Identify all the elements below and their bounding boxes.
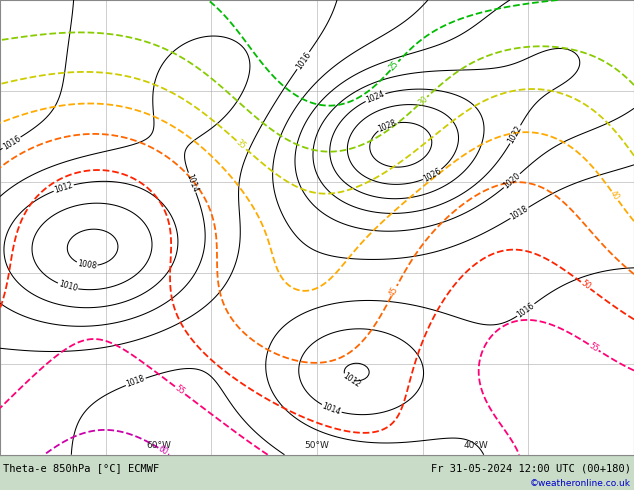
Text: 1028: 1028: [377, 118, 398, 133]
Text: 40: 40: [609, 189, 621, 202]
Text: 1014: 1014: [321, 401, 342, 416]
Text: 1018: 1018: [509, 204, 530, 221]
Text: ©weatheronline.co.uk: ©weatheronline.co.uk: [530, 479, 631, 488]
Text: 1026: 1026: [422, 167, 443, 184]
Text: 1016: 1016: [515, 301, 536, 319]
Text: 1018: 1018: [125, 374, 146, 389]
Text: 60: 60: [157, 444, 170, 457]
Text: 50: 50: [579, 279, 592, 292]
Text: 1010: 1010: [57, 280, 79, 294]
Text: 1022: 1022: [507, 124, 524, 145]
Text: Theta-e 850hPa [°C] ECMWF: Theta-e 850hPa [°C] ECMWF: [3, 463, 159, 473]
Text: 50°W: 50°W: [304, 441, 330, 450]
Text: 1020: 1020: [501, 171, 522, 191]
Text: 1016: 1016: [294, 50, 313, 71]
Text: 1008: 1008: [77, 259, 97, 271]
Text: 1024: 1024: [365, 89, 386, 105]
Text: 60°W: 60°W: [146, 441, 171, 450]
Text: 25: 25: [388, 59, 401, 73]
Text: 55: 55: [173, 384, 186, 396]
Text: 35: 35: [235, 138, 247, 151]
Text: 55: 55: [587, 341, 600, 354]
Text: 1012: 1012: [342, 371, 363, 389]
Text: 1012: 1012: [53, 180, 74, 195]
Text: 30: 30: [417, 94, 429, 107]
Text: 1016: 1016: [1, 134, 22, 151]
Text: 1014: 1014: [184, 172, 200, 193]
Text: Fr 31-05-2024 12:00 UTC (00+180): Fr 31-05-2024 12:00 UTC (00+180): [431, 463, 631, 473]
Text: 45: 45: [388, 285, 401, 297]
Text: 40°W: 40°W: [463, 441, 488, 450]
